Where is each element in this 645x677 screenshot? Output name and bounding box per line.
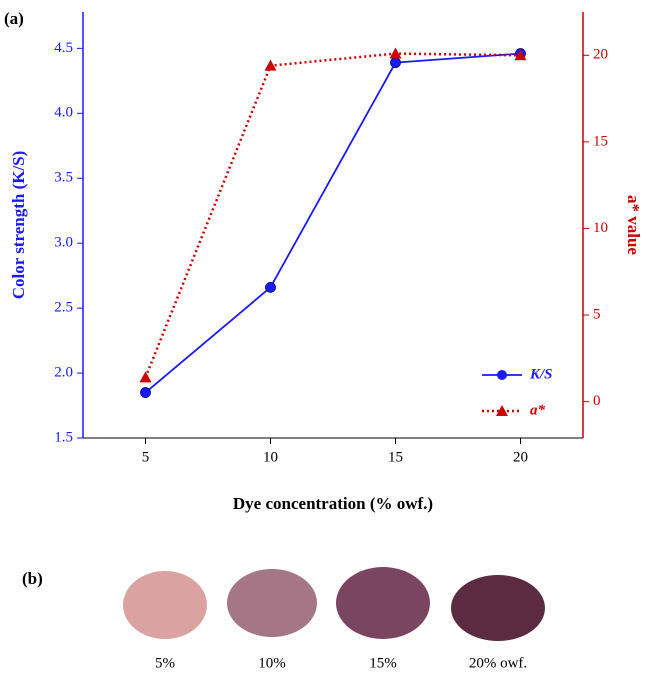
sample-label: 15% <box>369 655 397 671</box>
legend-marker <box>497 370 507 380</box>
series-line <box>144 52 521 378</box>
data-point <box>514 49 527 61</box>
y-tick-label: 1.5 <box>54 429 73 445</box>
y2-tick-label: 15 <box>593 133 608 149</box>
y-tick-label: 4.0 <box>54 105 73 121</box>
data-point <box>265 281 276 293</box>
yarn <box>123 571 207 639</box>
data-point <box>139 371 152 383</box>
y2-axis-title: a* value <box>624 195 643 255</box>
x-tick-label: 10 <box>263 449 278 465</box>
x-axis-title: Dye concentration (% owf.) <box>233 494 433 513</box>
data-point <box>264 59 277 71</box>
x-tick-label: 20 <box>513 449 528 465</box>
sample-label: 5% <box>155 655 175 671</box>
x-tick-label: 5 <box>142 449 150 465</box>
yarn <box>336 567 430 639</box>
y-tick-label: 4.5 <box>54 40 73 56</box>
y2-tick-label: 5 <box>593 306 601 322</box>
legend-marker <box>496 405 508 416</box>
data-point <box>389 47 402 59</box>
series-line <box>144 52 521 394</box>
y-tick-label: 3.0 <box>54 235 73 251</box>
sample-label: 20% owf. <box>469 655 527 671</box>
data-point <box>140 387 151 398</box>
legend-label: K/S <box>529 366 553 382</box>
panel-label: (a) <box>4 9 24 28</box>
y-tick-label: 3.5 <box>54 170 73 186</box>
yarn <box>451 575 545 641</box>
data-point <box>390 57 401 69</box>
y2-tick-label: 0 <box>593 393 601 409</box>
y-axis-title: Color strength (K/S) <box>9 151 28 300</box>
panel-label: (b) <box>22 569 43 588</box>
legend-label: a* <box>530 402 546 418</box>
yarn <box>227 569 317 637</box>
y-tick-label: 2.5 <box>54 300 73 316</box>
yarn-samples <box>123 567 545 641</box>
y2-tick-label: 20 <box>593 47 608 63</box>
sample-label: 10% <box>258 655 286 671</box>
y-tick-label: 2.0 <box>54 364 73 380</box>
y2-tick-label: 10 <box>593 220 608 236</box>
x-tick-label: 15 <box>388 449 403 465</box>
